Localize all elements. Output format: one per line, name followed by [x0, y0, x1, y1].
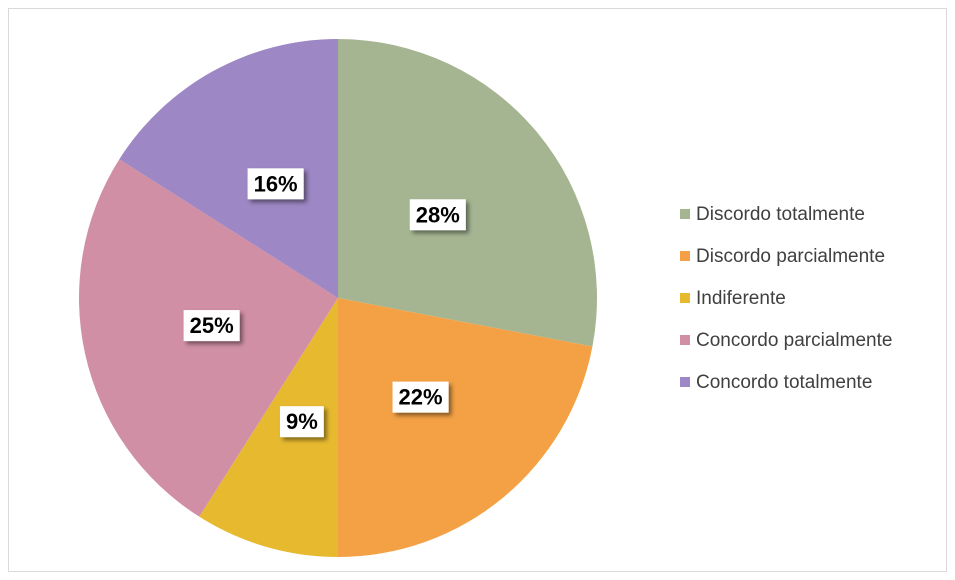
- data-label: 22%: [399, 385, 443, 410]
- pie-slice: [199, 298, 338, 557]
- pie-slice: [338, 39, 598, 347]
- data-label: 25%: [190, 313, 234, 338]
- data-label-box: [279, 406, 324, 438]
- data-label-group: 16%: [247, 168, 304, 200]
- legend-label: Concordo totalmente: [696, 372, 872, 393]
- pie-slice: [338, 298, 593, 557]
- data-label: 9%: [286, 409, 318, 434]
- legend-label: Concordo parcialmente: [696, 330, 892, 351]
- data-label-box: [392, 381, 449, 413]
- legend-swatch: [680, 377, 690, 387]
- legend-swatch: [680, 293, 690, 303]
- legend-label: Discordo parcialmente: [696, 246, 885, 267]
- legend-label: Discordo totalmente: [696, 204, 865, 225]
- data-label-group: 22%: [392, 381, 449, 413]
- data-label: 16%: [254, 171, 298, 196]
- pie-slice: [119, 39, 339, 298]
- data-label-box: [183, 310, 240, 342]
- data-label-box: [247, 168, 304, 200]
- data-label: 28%: [416, 202, 460, 227]
- legend-swatch: [680, 209, 690, 219]
- data-label-group: 9%: [279, 406, 324, 438]
- data-label-box: [409, 199, 466, 231]
- legend-swatch: [680, 335, 690, 345]
- legend-label: Indiferente: [696, 288, 786, 309]
- legend-swatch: [680, 251, 690, 261]
- data-label-group: 25%: [183, 310, 240, 342]
- data-label-group: 28%: [409, 199, 466, 231]
